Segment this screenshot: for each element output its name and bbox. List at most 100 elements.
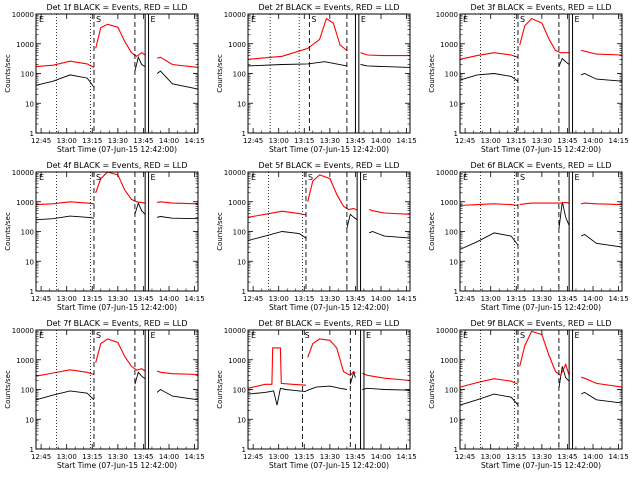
x-tick-label: 13:00 bbox=[269, 295, 289, 303]
y-axis-label: Counts/sec bbox=[216, 212, 224, 251]
marker-label: S bbox=[520, 173, 525, 182]
y-tick-label: 10 bbox=[25, 416, 34, 424]
axes-frame bbox=[459, 13, 623, 134]
x-tick-label: 13:30 bbox=[320, 295, 340, 303]
marker-label: E bbox=[575, 173, 580, 182]
y-axis-label: Counts/sec bbox=[428, 370, 436, 409]
x-tick-label: 14:00 bbox=[371, 453, 391, 461]
marker-label: E bbox=[151, 173, 156, 182]
x-axis-label: Start Time (07-Jun-15 12:42:00) bbox=[481, 145, 601, 154]
marker-label: E bbox=[39, 15, 44, 24]
y-tick-label: 1 bbox=[242, 130, 246, 138]
series-lld-line bbox=[156, 56, 199, 68]
series-events-line bbox=[360, 64, 411, 68]
y-tick-label: 1000 bbox=[228, 357, 246, 365]
series-lld-line bbox=[459, 378, 519, 388]
series-events-line bbox=[558, 201, 570, 230]
y-tick-label: 10 bbox=[449, 100, 458, 108]
marker-label: S bbox=[96, 15, 101, 24]
x-tick-label: 13:45 bbox=[345, 137, 365, 145]
y-axis-label: Counts/sec bbox=[4, 54, 12, 93]
series-events-line bbox=[35, 215, 95, 221]
x-axis-label: Start Time (07-Jun-15 12:42:00) bbox=[269, 461, 389, 470]
y-axis-label: Counts/sec bbox=[4, 370, 12, 409]
x-tick-label: 13:15 bbox=[82, 453, 102, 461]
y-tick-label: 1000 bbox=[16, 41, 34, 49]
series-events-line bbox=[134, 371, 146, 385]
y-tick-label: 10000 bbox=[12, 327, 34, 335]
series-events-line bbox=[247, 387, 307, 406]
series-events-line bbox=[134, 55, 146, 72]
series-events-line bbox=[247, 231, 307, 241]
x-tick-label: 13:00 bbox=[481, 137, 501, 145]
marker-label: E bbox=[366, 331, 371, 340]
y-tick-label: 1000 bbox=[228, 199, 246, 207]
series-lld-line bbox=[35, 60, 95, 68]
x-tick-label: 13:30 bbox=[108, 137, 128, 145]
x-tick-label: 13:15 bbox=[294, 137, 314, 145]
panel-title: Det 4f BLACK = Events, RED = LLD bbox=[46, 161, 187, 170]
y-tick-label: 1 bbox=[242, 288, 246, 296]
series-events-line bbox=[35, 74, 95, 88]
x-axis-label: Start Time (07-Jun-15 12:42:00) bbox=[481, 303, 601, 312]
x-tick-label: 13:45 bbox=[557, 137, 577, 145]
x-tick-label: 14:00 bbox=[371, 295, 391, 303]
series-lld-line bbox=[360, 52, 410, 57]
y-tick-label: 1000 bbox=[440, 41, 458, 49]
series-lld-line bbox=[519, 330, 570, 377]
x-tick-label: 14:00 bbox=[159, 295, 179, 303]
x-tick-label: 12:45 bbox=[31, 137, 51, 145]
x-tick-label: 14:00 bbox=[583, 137, 603, 145]
y-tick-label: 100 bbox=[445, 387, 458, 395]
panel-title: Det 3f BLACK = Events, RED = LLD bbox=[470, 3, 611, 12]
y-tick-label: 1 bbox=[30, 288, 34, 296]
x-tick-label: 13:45 bbox=[345, 453, 365, 461]
y-tick-label: 10000 bbox=[436, 169, 458, 177]
marker-label: E bbox=[575, 331, 580, 340]
marker-label: E bbox=[463, 173, 468, 182]
panel-title: Det 2f BLACK = Events, RED = LLD bbox=[258, 3, 399, 12]
series-events-line bbox=[459, 393, 519, 406]
y-tick-label: 1000 bbox=[228, 41, 246, 49]
x-tick-label: 12:45 bbox=[31, 453, 51, 461]
y-axis-label: Counts/sec bbox=[4, 212, 12, 251]
y-axis-label: Counts/sec bbox=[216, 370, 224, 409]
series-lld-line bbox=[157, 201, 199, 205]
axes-frame bbox=[35, 13, 199, 134]
x-tick-label: 13:45 bbox=[557, 295, 577, 303]
y-tick-label: 100 bbox=[21, 229, 34, 237]
marker-label: E bbox=[251, 15, 256, 24]
x-tick-label: 13:45 bbox=[133, 295, 153, 303]
y-tick-label: 1 bbox=[30, 130, 34, 138]
axes-frame bbox=[247, 13, 411, 134]
y-tick-label: 10 bbox=[237, 416, 246, 424]
y-axis-label: Counts/sec bbox=[428, 212, 436, 251]
series-events-line bbox=[247, 61, 347, 67]
x-tick-label: 14:15 bbox=[396, 453, 416, 461]
series-lld-line bbox=[459, 52, 519, 60]
series-events-line bbox=[368, 231, 411, 239]
x-tick-label: 12:45 bbox=[455, 295, 475, 303]
y-tick-label: 100 bbox=[445, 229, 458, 237]
series-events-line bbox=[134, 201, 146, 215]
series-lld-line bbox=[95, 338, 146, 372]
series-events-line bbox=[580, 391, 623, 404]
x-tick-label: 14:00 bbox=[583, 453, 603, 461]
x-axis-label: Start Time (07-Jun-15 12:42:00) bbox=[269, 145, 389, 154]
x-tick-label: 14:15 bbox=[608, 295, 628, 303]
panel-title: Det 8f BLACK = Events, RED = LLD bbox=[258, 319, 399, 328]
y-axis-label: Counts/sec bbox=[216, 54, 224, 93]
y-tick-label: 10000 bbox=[224, 11, 246, 19]
series-events-line bbox=[156, 216, 199, 220]
y-tick-label: 10000 bbox=[12, 169, 34, 177]
axes-frame bbox=[35, 329, 199, 450]
y-tick-label: 100 bbox=[233, 71, 246, 79]
series-lld-line bbox=[95, 23, 146, 57]
axes-frame bbox=[459, 171, 623, 292]
panel-title: Det 6f BLACK = Events, RED = LLD bbox=[470, 161, 611, 170]
